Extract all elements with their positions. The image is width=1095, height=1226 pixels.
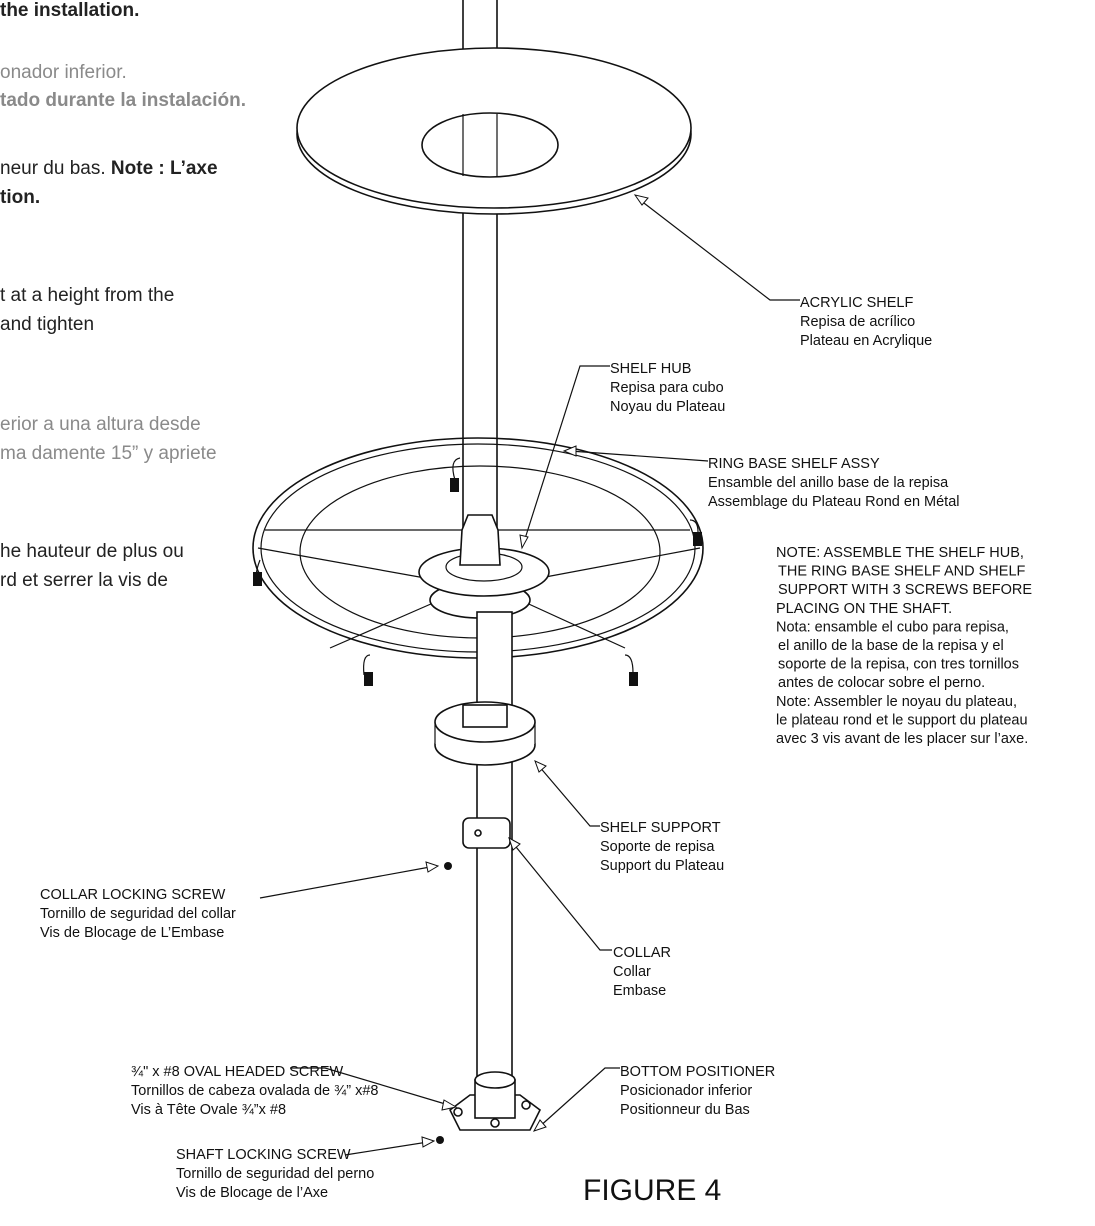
- callout-line: Assemblage du Plateau Rond en Métal: [708, 494, 960, 510]
- callout-line: COLLAR LOCKING SCREW: [40, 887, 226, 903]
- shelf-hole: [422, 113, 558, 177]
- callout-line: Collar: [613, 964, 651, 980]
- instruction-line: rd et serrer la vis de: [0, 570, 168, 591]
- callout-line: SHAFT LOCKING SCREW: [176, 1147, 351, 1163]
- callout-line: Tornillo de seguridad del perno: [176, 1166, 374, 1182]
- note-line: avec 3 vis avant de les placer sur l’axe…: [776, 731, 1028, 747]
- instruction-note: Note : L’axe: [111, 158, 218, 179]
- callout-line: COLLAR: [613, 945, 671, 961]
- collar-hole: [475, 830, 481, 836]
- shelf-support-neck: [463, 705, 507, 727]
- callout-line: Plateau en Acrylique: [800, 333, 932, 349]
- note-line: antes de colocar sobre el perno.: [778, 675, 985, 691]
- callout-line: RING BASE SHELF ASSY: [708, 456, 880, 472]
- instruction-text: neur du bas.: [0, 158, 111, 179]
- collar-screw: [444, 862, 452, 870]
- collar: [463, 818, 510, 848]
- callout-line: Vis de Blocage de L’Embase: [40, 925, 224, 941]
- instruction-line: the installation.: [0, 0, 139, 21]
- instruction-line: neur du bas. Note : L’axe: [0, 158, 218, 179]
- note-line: el anillo de la base de la repisa y el: [778, 638, 1004, 654]
- instruction-line: onador inferior.: [0, 62, 127, 83]
- instruction-line: t at a height from the: [0, 285, 174, 306]
- instruction-line: erior a una altura desde: [0, 414, 201, 435]
- callout-line: SHELF HUB: [610, 361, 691, 377]
- instruction-line: tion.: [0, 187, 40, 208]
- note-line: Note: Assembler le noyau du plateau,: [776, 694, 1017, 710]
- callout-line: Noyau du Plateau: [610, 399, 725, 415]
- callout-line: Vis de Blocage de l’Axe: [176, 1185, 328, 1201]
- callout-line: Ensamble del anillo base de la repisa: [708, 475, 949, 491]
- callout-line: Embase: [613, 983, 666, 999]
- callout-line: ACRYLIC SHELF: [800, 295, 913, 311]
- callout-line: Support du Plateau: [600, 858, 724, 874]
- instruction-line: tado durante la instalación.: [0, 90, 246, 111]
- callout-line: Repisa de acrílico: [800, 314, 915, 330]
- callout-line: Vis à Tête Ovale ¾”x #8: [131, 1102, 286, 1118]
- instruction-line: he hauteur de plus ou: [0, 541, 184, 562]
- callout-line: Soporte de repisa: [600, 839, 715, 855]
- shaft-screw: [436, 1136, 444, 1144]
- callout-line: ¾" x #8 OVAL HEADED SCREW: [131, 1064, 344, 1080]
- assembly-page: the installation. onador inferior. tado …: [0, 0, 1095, 1226]
- note-line: le plateau rond et le support du plateau: [776, 712, 1028, 728]
- hub-neck: [460, 515, 500, 565]
- callout-line: Positionneur du Bas: [620, 1102, 750, 1118]
- callout-line: BOTTOM POSITIONER: [620, 1064, 775, 1080]
- note-line: PLACING ON THE SHAFT.: [776, 601, 952, 617]
- instruction-line: and tighten: [0, 314, 94, 335]
- callout-line: Repisa para cubo: [610, 380, 724, 396]
- note-line: soporte de la repisa, con tres tornillos: [778, 657, 1019, 673]
- callout-line: Tornillo de seguridad del collar: [40, 906, 236, 922]
- figure-label: FIGURE 4: [583, 1174, 721, 1207]
- instructions: the installation. onador inferior. tado …: [0, 0, 246, 591]
- callout-line: Posicionador inferior: [620, 1083, 752, 1099]
- callout-line: SHELF SUPPORT: [600, 820, 721, 836]
- note-line: THE RING BASE SHELF AND SHELF: [778, 564, 1026, 580]
- leaders: [260, 195, 800, 1155]
- callout-line: Tornillos de cabeza ovalada de ¾” x#8: [131, 1083, 378, 1099]
- note-line: Nota: ensamble el cubo para repisa,: [776, 619, 1009, 635]
- note-line: SUPPORT WITH 3 SCREWS BEFORE: [778, 582, 1032, 598]
- positioner-top: [475, 1072, 515, 1088]
- instruction-line: ma damente 15” y apriete: [0, 443, 217, 464]
- note-line: NOTE: ASSEMBLE THE SHELF HUB,: [776, 545, 1024, 561]
